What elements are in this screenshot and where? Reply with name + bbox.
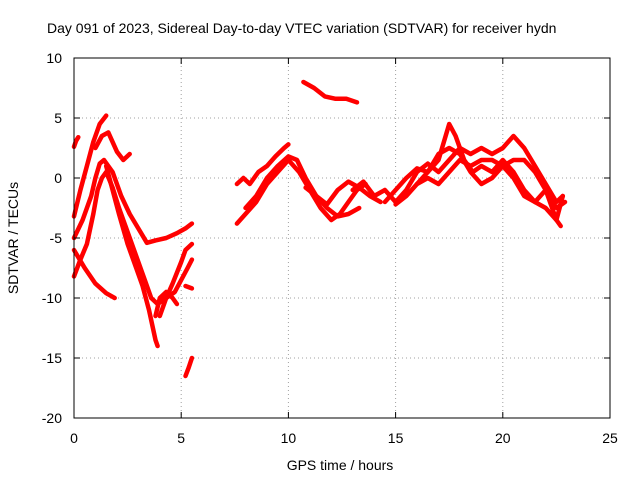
series-trace-s8 (157, 241, 195, 319)
y-axis-label: SDTVAR / TECUs (5, 182, 21, 294)
series-trace-s15 (303, 185, 362, 219)
series-trace-s19 (393, 157, 563, 229)
series-trace-s16 (301, 79, 360, 105)
x-tick-label: 25 (602, 430, 618, 446)
data-traces (71, 79, 568, 379)
series-trace-s7 (103, 163, 160, 349)
y-tick-label: -5 (50, 230, 63, 246)
y-tick-label: 10 (46, 50, 62, 66)
x-tick-label: 15 (388, 430, 404, 446)
series-trace-s6 (93, 130, 132, 163)
x-tick-label: 20 (495, 430, 511, 446)
series-trace-s3 (71, 157, 195, 246)
series-trace-s2 (71, 113, 109, 219)
y-tick-label: -20 (42, 410, 62, 426)
series-trace-s10 (183, 283, 195, 291)
x-tick-label: 10 (281, 430, 297, 446)
series-trace-s13 (234, 157, 368, 226)
series-trace-s5 (71, 247, 117, 301)
y-tick-label: -15 (42, 350, 62, 366)
series-trace-s11 (183, 355, 195, 379)
y-tick-label: -10 (42, 290, 62, 306)
x-axis-label: GPS time / hours (287, 457, 394, 473)
grid-lines (74, 58, 610, 418)
series-trace-s4 (71, 169, 195, 307)
series-trace-s20 (414, 145, 568, 211)
y-tick-label: 0 (54, 170, 62, 186)
x-tick-label: 5 (177, 430, 185, 446)
x-tick-label: 0 (70, 430, 78, 446)
series-trace-s1 (71, 134, 81, 150)
series-trace-s12 (234, 142, 291, 187)
y-tick-label: 5 (54, 110, 62, 126)
series-trace-s9 (153, 289, 180, 319)
chart-title: Day 091 of 2023, Sidereal Day-to-day VTE… (47, 20, 556, 36)
axis-ticks: 0 5 10 15 20 25 -20 -15 -10 -5 0 5 10 (42, 50, 618, 446)
